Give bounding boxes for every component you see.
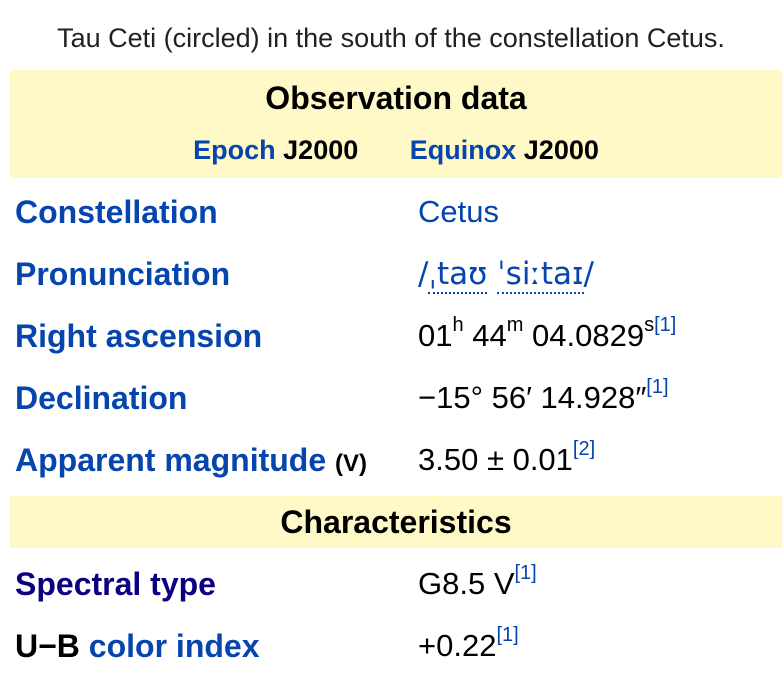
characteristics-title: Characteristics (280, 504, 512, 540)
apparent-magnitude-link[interactable]: Apparent magnitude (15, 442, 327, 478)
ub-color-index-reference[interactable]: [1] (496, 623, 519, 646)
apparent-magnitude-reference[interactable]: [2] (572, 437, 596, 460)
row-pronunciation: Pronunciation /ˌtaʊ ˈsiːtaɪ/ (0, 252, 782, 314)
spectral-type-reference[interactable]: [1] (514, 561, 537, 584)
declination-value-cell: −15° 56′ 14.928″[1] (418, 376, 669, 420)
ub-color-index-value-cell: +0.22[1] (418, 624, 519, 668)
spectral-type-value: G8.5 V (418, 566, 515, 601)
ub-prefix: U−B (15, 628, 80, 664)
row-right-ascension: Right ascension 01h 44m 04.0829s[1] (0, 314, 782, 376)
spectral-type-value-cell: G8.5 V[1] (418, 562, 537, 606)
observation-data-title: Observation data (265, 80, 527, 116)
image-caption: Tau Ceti (circled) in the south of the c… (57, 23, 725, 53)
row-spectral-type: Spectral type G8.5 V[1] (0, 562, 782, 624)
ub-color-index-label-cell: U−B color index (15, 624, 260, 668)
observation-data-header: Observation data Epoch J2000 Equinox J20… (10, 70, 782, 178)
ra-seconds: 04.0829 (532, 318, 645, 353)
apparent-magnitude-label-cell: Apparent magnitude (V) (15, 438, 367, 486)
epoch-equinox-line: Epoch J2000 Equinox J2000 (10, 132, 782, 168)
declination-reference[interactable]: [1] (646, 375, 669, 398)
photometric-band: (V) (335, 450, 368, 477)
ipa-open-slash: / (418, 256, 429, 292)
characteristics-header: Characteristics (10, 496, 782, 548)
row-ub-color-index: U−B color index +0.22[1] (0, 624, 782, 686)
apparent-magnitude-value: 3.50 ± 0.01 (418, 442, 573, 477)
ipa-close-slash: / (583, 256, 594, 292)
cetus-link[interactable]: Cetus (418, 194, 499, 229)
ra-minutes: 44 (472, 318, 507, 353)
constellation-value-cell: Cetus (418, 190, 499, 234)
ra-minutes-unit: m (506, 313, 524, 336)
epoch-link[interactable]: Epoch (193, 135, 276, 165)
ipa-part-1[interactable]: ˌtaʊ (428, 256, 488, 294)
right-ascension-value: 01h 44m 04.0829s[1] (418, 314, 676, 358)
equinox-link[interactable]: Equinox (409, 135, 517, 165)
ra-hours: 01 (418, 318, 453, 353)
ra-hours-unit: h (452, 313, 464, 336)
ra-reference[interactable]: [1] (654, 313, 677, 336)
pronunciation-value[interactable]: /ˌtaʊ ˈsiːtaɪ/ (418, 252, 594, 296)
pronunciation-link[interactable]: Pronunciation (15, 256, 231, 292)
right-ascension-link[interactable]: Right ascension (15, 318, 263, 354)
constellation-link[interactable]: Constellation (15, 194, 218, 230)
color-index-link[interactable]: color index (88, 628, 260, 664)
row-apparent-magnitude: Apparent magnitude (V) 3.50 ± 0.01[2] (0, 438, 782, 500)
ipa-part-2[interactable]: ˈsiːtaɪ (497, 256, 584, 294)
ra-seconds-unit: s (644, 313, 655, 336)
row-constellation: Constellation Cetus (0, 190, 782, 252)
ub-color-index-value: +0.22 (418, 628, 497, 663)
spectral-type-link[interactable]: Spectral type (15, 566, 216, 602)
apparent-magnitude-value-cell: 3.50 ± 0.01[2] (418, 438, 595, 482)
declination-link[interactable]: Declination (15, 380, 188, 416)
epoch-value: J2000 (283, 135, 359, 165)
declination-value: −15° 56′ 14.928″ (418, 380, 647, 415)
equinox-value: J2000 (523, 135, 599, 165)
row-declination: Declination −15° 56′ 14.928″[1] (0, 376, 782, 438)
